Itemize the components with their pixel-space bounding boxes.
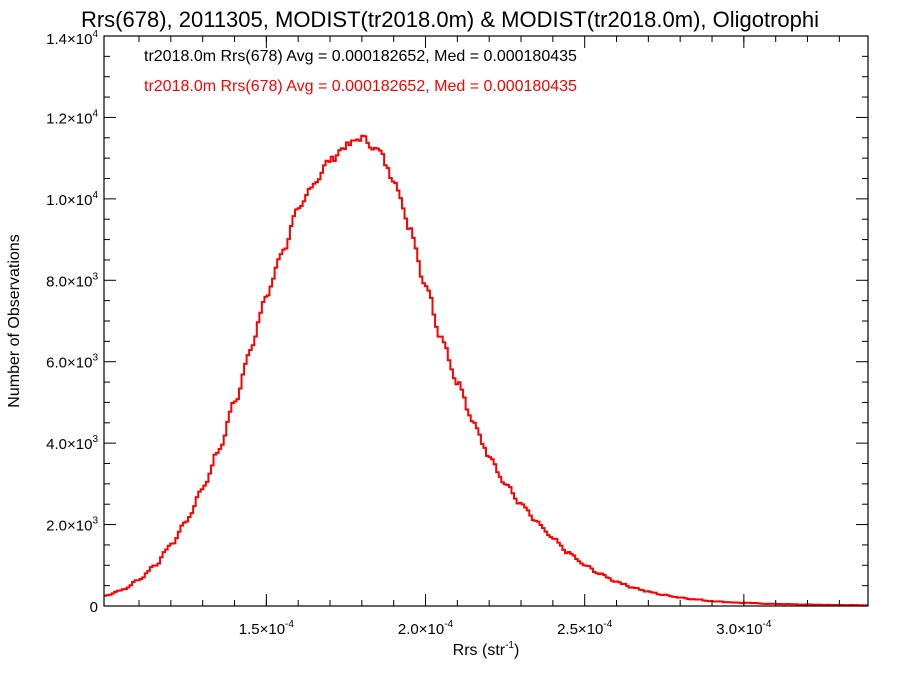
- y-tick-label: 8.0×103: [46, 271, 98, 290]
- series-layer: [104, 134, 868, 607]
- x-axis-label-base: Rrs (str: [453, 642, 506, 659]
- series-line-0: [104, 134, 868, 607]
- chart-title: Rrs(678), 2011305, MODIST(tr2018.0m) & M…: [81, 7, 819, 32]
- x-tick-label: 2.5×10-4: [557, 619, 613, 638]
- x-tick-label: 1.5×10-4: [239, 619, 295, 638]
- x-axis-label-tail: ): [514, 642, 519, 659]
- x-axis-label: Rrs (str-1): [453, 640, 520, 659]
- y-tick-label: 6.0×103: [46, 353, 98, 372]
- y-axis-label: Number of Observations: [6, 234, 23, 407]
- y-tick-label: 1.4×104: [46, 29, 98, 48]
- x-tick-label: 2.0×10-4: [398, 619, 454, 638]
- annotation-black: tr2018.0m Rrs(678) Avg = 0.000182652, Me…: [144, 48, 577, 65]
- y-tick-label: 1.2×104: [46, 108, 98, 127]
- y-tick-label: 0: [90, 599, 98, 616]
- x-tick-label: 3.0×10-4: [716, 619, 772, 638]
- x-axis-label-sup: -1: [505, 640, 514, 651]
- y-tick-label: 4.0×103: [46, 434, 98, 453]
- annotation-red: tr2018.0m Rrs(678) Avg = 0.000182652, Me…: [144, 78, 577, 95]
- ticks-layer: 1.5×10-4 2.0×10-4 2.5×10-4 3.0×10-4 0 2.0×103…: [46, 29, 868, 638]
- y-tick-label: 1.0×104: [46, 190, 98, 209]
- y-tick-label: 2.0×103: [46, 516, 98, 535]
